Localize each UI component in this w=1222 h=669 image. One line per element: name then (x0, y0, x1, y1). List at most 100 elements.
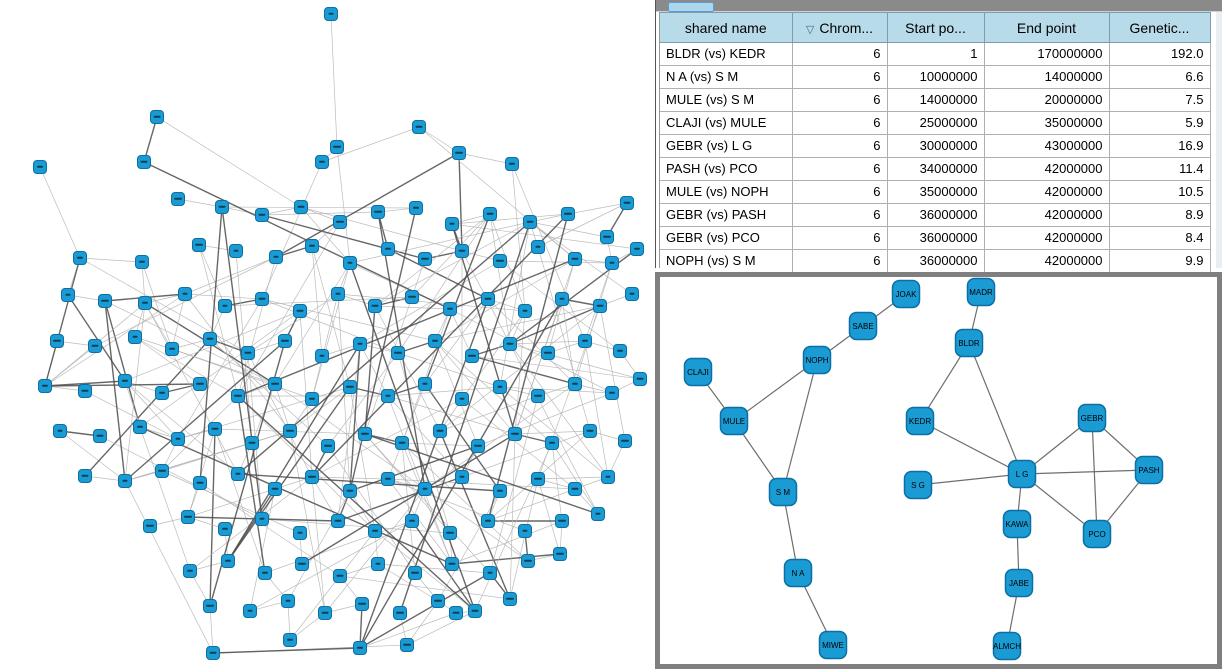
detail-network-node-claji[interactable]: CLAJI (683, 357, 713, 387)
table-cell[interactable]: 36000000 (887, 249, 985, 273)
table-cell[interactable]: 6 (792, 42, 888, 66)
table-cell[interactable]: 192.0 (1109, 42, 1211, 66)
node-label-smudge (271, 487, 279, 490)
table-cell[interactable]: 35000000 (887, 180, 985, 204)
table-cell[interactable]: N A (vs) S M (660, 65, 793, 89)
table-cell[interactable]: 35000000 (984, 111, 1110, 135)
table-cell[interactable]: 6 (792, 226, 888, 250)
table-row[interactable]: MULE (vs) S M 6 14000000 20000000 7.5 (660, 88, 1211, 112)
table-cell[interactable]: 5.9 (1109, 111, 1211, 135)
detail-network-node-pash[interactable]: PASH (1134, 455, 1164, 485)
detail-network-edge-KEDR-LG[interactable] (919, 420, 1023, 475)
table-cell[interactable]: 16.9 (1109, 134, 1211, 158)
table-cell[interactable]: 43000000 (984, 134, 1110, 158)
detail-network-node-s-m[interactable]: S M (768, 477, 798, 507)
table-row[interactable]: GEBR (vs) PCO 6 36000000 42000000 8.4 (660, 226, 1211, 250)
table-vertical-scrollbar[interactable] (1216, 12, 1222, 268)
table-cell[interactable]: 11.4 (1109, 157, 1211, 181)
detail-network-node-mule[interactable]: MULE (719, 406, 749, 436)
detail-network-node-kawa[interactable]: KAWA (1002, 509, 1032, 539)
table-cell[interactable]: 42000000 (984, 226, 1110, 250)
detail-network-node-s-g[interactable]: S G (903, 470, 933, 500)
main-network-canvas[interactable] (0, 0, 655, 669)
detail-network-edge-GEBR-PCO[interactable] (1091, 417, 1098, 535)
detail-network-edge-LG-SG[interactable] (917, 473, 1023, 486)
table-cell[interactable]: 170000000 (984, 42, 1110, 66)
table-row[interactable]: GEBR (vs) PASH 6 36000000 42000000 8.9 (660, 203, 1211, 227)
table-cell[interactable]: NOPH (vs) S M (660, 249, 793, 273)
detail-network-edge-LG-PASH[interactable] (1021, 469, 1150, 475)
table-cell[interactable]: 42000000 (984, 157, 1110, 181)
table-cell[interactable]: 42000000 (984, 180, 1110, 204)
table-cell[interactable]: 6 (792, 203, 888, 227)
table-cell[interactable]: 6 (792, 180, 888, 204)
table-cell[interactable]: 8.4 (1109, 226, 1211, 250)
table-cell[interactable]: 6 (792, 65, 888, 89)
table-cell[interactable]: MULE (vs) NOPH (660, 180, 793, 204)
table-row[interactable]: BLDR (vs) KEDR 6 1 170000000 192.0 (660, 42, 1211, 66)
detail-network-node-l-g[interactable]: L G (1007, 459, 1037, 489)
detail-network-edge-BLDR-LG[interactable] (968, 342, 1023, 475)
table-row[interactable]: MULE (vs) NOPH 6 35000000 42000000 10.5 (660, 180, 1211, 204)
detail-network-node-noph[interactable]: NOPH (802, 345, 832, 375)
table-cell[interactable]: 36000000 (887, 203, 985, 227)
table-cell[interactable]: GEBR (vs) PASH (660, 203, 793, 227)
detail-network-edge-NOPH-MULE[interactable] (733, 359, 818, 422)
detail-network-node-joak[interactable]: JOAK (891, 279, 921, 309)
table-cell[interactable]: 1 (887, 42, 985, 66)
table-row[interactable]: PASH (vs) PCO 6 34000000 42000000 11.4 (660, 157, 1211, 181)
detail-network-node-sabe[interactable]: SABE (848, 311, 878, 341)
toolbar-button-fragment[interactable] (668, 2, 714, 12)
table-cell[interactable]: 8.9 (1109, 203, 1211, 227)
table-cell[interactable]: 6 (792, 88, 888, 112)
detail-network-node-pco[interactable]: PCO (1082, 519, 1112, 549)
table-row[interactable]: NOPH (vs) S M 6 36000000 42000000 9.9 (660, 249, 1211, 273)
detail-network-node-n-a[interactable]: N A (783, 558, 813, 588)
table-cell[interactable]: 10000000 (887, 65, 985, 89)
network-edge (509, 343, 599, 515)
table-cell[interactable]: 36000000 (887, 226, 985, 250)
detail-network-node-jabe[interactable]: JABE (1004, 568, 1034, 598)
detail-network-node-bldr[interactable]: BLDR (954, 328, 984, 358)
table-row[interactable]: N A (vs) S M 6 10000000 14000000 6.6 (660, 65, 1211, 89)
column-header-chrom[interactable]: ▽ Chrom... (792, 12, 888, 43)
column-header-shared-name[interactable]: shared name (660, 12, 793, 43)
table-cell[interactable]: GEBR (vs) L G (660, 134, 793, 158)
table-cell[interactable]: 14000000 (984, 65, 1110, 89)
table-cell[interactable]: 6 (792, 111, 888, 135)
detail-network-edge-NOPH-SM[interactable] (782, 359, 818, 493)
table-cell[interactable]: 42000000 (984, 203, 1110, 227)
filter-icon[interactable]: ▽ (805, 23, 815, 36)
column-header-end-point[interactable]: End point (984, 12, 1110, 43)
node-label-smudge (385, 477, 391, 480)
table-cell[interactable]: 10.5 (1109, 180, 1211, 204)
table-cell[interactable]: 34000000 (887, 157, 985, 181)
table-cell[interactable]: 14000000 (887, 88, 985, 112)
table-row[interactable]: CLAJI (vs) MULE 6 25000000 35000000 5.9 (660, 111, 1211, 135)
node-label-smudge (623, 201, 631, 204)
detail-network-node-gebr[interactable]: GEBR (1077, 403, 1107, 433)
detail-network-node-madr[interactable]: MADR (966, 277, 996, 307)
table-cell[interactable]: 25000000 (887, 111, 985, 135)
column-header-start-po[interactable]: Start po... (887, 12, 985, 43)
table-cell[interactable]: 30000000 (887, 134, 985, 158)
table-cell[interactable]: MULE (vs) S M (660, 88, 793, 112)
detail-network-node-miwe[interactable]: MIWE (818, 630, 848, 660)
table-cell[interactable]: 6 (792, 157, 888, 181)
detail-network-node-almch[interactable]: ALMCH (992, 631, 1022, 661)
detail-network-node-kedr[interactable]: KEDR (905, 406, 935, 436)
table-cell[interactable]: 6 (792, 134, 888, 158)
table-cell[interactable]: CLAJI (vs) MULE (660, 111, 793, 135)
table-cell[interactable]: 20000000 (984, 88, 1110, 112)
column-header-genetic[interactable]: Genetic... (1109, 12, 1211, 43)
table-cell[interactable]: BLDR (vs) KEDR (660, 42, 793, 66)
table-cell[interactable]: 7.5 (1109, 88, 1211, 112)
table-cell[interactable]: GEBR (vs) PCO (660, 226, 793, 250)
table-cell[interactable]: 42000000 (984, 249, 1110, 273)
table-cell[interactable]: 6 (792, 249, 888, 273)
table-cell[interactable]: PASH (vs) PCO (660, 157, 793, 181)
table-row[interactable]: GEBR (vs) L G 6 30000000 43000000 16.9 (660, 134, 1211, 158)
table-cell[interactable]: 6.6 (1109, 65, 1211, 89)
table-cell[interactable]: 9.9 (1109, 249, 1211, 273)
